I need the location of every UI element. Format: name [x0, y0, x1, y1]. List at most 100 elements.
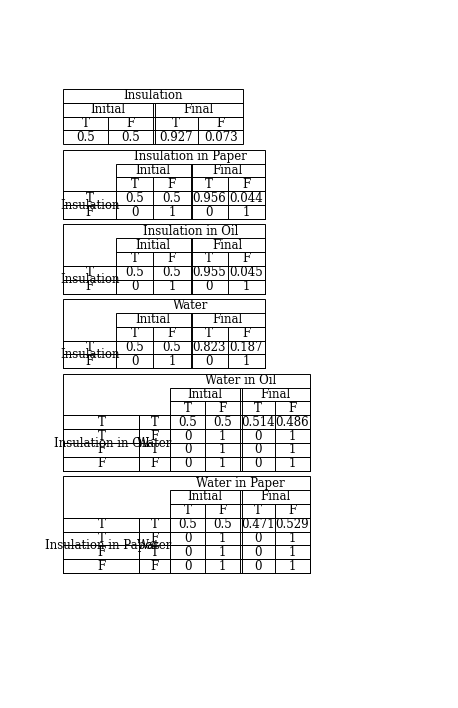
Text: Water: Water	[173, 299, 208, 312]
Text: 1: 1	[219, 560, 226, 573]
Bar	[64, 374, 310, 471]
Bar	[64, 266, 265, 280]
Text: 0.486: 0.486	[276, 416, 309, 429]
Bar	[64, 191, 116, 219]
Text: Insulation in Oil: Insulation in Oil	[54, 437, 149, 450]
Text: F: F	[151, 457, 159, 470]
Text: T: T	[205, 327, 213, 340]
Text: F: F	[86, 355, 94, 368]
Text: 0.5: 0.5	[76, 131, 95, 144]
Text: 0: 0	[131, 205, 138, 219]
Text: Water: Water	[137, 539, 173, 552]
Text: 0: 0	[184, 560, 191, 573]
Text: 0: 0	[254, 532, 262, 545]
Text: 0: 0	[184, 443, 191, 457]
Text: F: F	[151, 430, 159, 442]
Text: T: T	[151, 546, 159, 559]
Text: Water: Water	[137, 437, 173, 450]
Text: 0.5: 0.5	[179, 416, 197, 429]
Text: Insulation: Insulation	[60, 198, 120, 212]
Text: Insulation: Insulation	[60, 348, 120, 361]
Text: 0: 0	[254, 560, 262, 573]
Text: 1: 1	[219, 443, 226, 457]
Text: Final: Final	[213, 239, 243, 251]
Bar	[64, 205, 265, 219]
Text: Water in Oil: Water in Oil	[205, 374, 276, 387]
Text: 1: 1	[243, 355, 250, 368]
Bar	[170, 490, 310, 504]
Text: F: F	[218, 504, 227, 518]
Text: 0.5: 0.5	[125, 266, 144, 280]
Text: 0.5: 0.5	[163, 192, 181, 205]
Text: Initial: Initial	[188, 491, 223, 503]
Text: 0.5: 0.5	[121, 131, 140, 144]
Text: 0: 0	[205, 280, 213, 293]
Text: 0: 0	[184, 532, 191, 545]
Text: Insulation in Paper: Insulation in Paper	[134, 150, 247, 163]
Text: F: F	[168, 253, 176, 266]
Text: 1: 1	[168, 205, 175, 219]
Bar	[64, 341, 116, 368]
Text: T: T	[131, 178, 139, 190]
Text: 1: 1	[289, 430, 296, 442]
Text: Final: Final	[213, 314, 243, 326]
Bar	[64, 280, 265, 294]
Text: F: F	[127, 117, 135, 130]
Bar	[116, 280, 265, 294]
Text: 0.5: 0.5	[213, 518, 232, 531]
Text: T: T	[254, 402, 262, 415]
Bar	[64, 191, 265, 205]
Text: 0.5: 0.5	[125, 341, 144, 354]
Bar	[170, 387, 310, 401]
Text: F: F	[242, 178, 251, 190]
Text: Initial: Initial	[91, 103, 126, 116]
Bar	[64, 545, 310, 559]
Text: 0.529: 0.529	[276, 518, 309, 531]
Bar	[116, 178, 265, 191]
Text: 0.187: 0.187	[229, 341, 263, 354]
Bar	[64, 429, 310, 443]
Text: 1: 1	[289, 560, 296, 573]
Bar	[64, 149, 265, 219]
Bar	[116, 205, 265, 219]
Text: 1: 1	[219, 430, 226, 442]
Text: F: F	[97, 560, 105, 573]
Text: Initial: Initial	[136, 239, 171, 251]
Bar	[64, 117, 243, 130]
Text: T: T	[184, 504, 192, 518]
Text: 1: 1	[219, 457, 226, 470]
Text: T: T	[151, 416, 159, 429]
Bar	[170, 457, 310, 471]
Text: F: F	[86, 280, 94, 293]
Text: T: T	[151, 443, 159, 457]
Text: T: T	[254, 504, 262, 518]
Text: Water in Paper: Water in Paper	[196, 476, 284, 489]
Text: Initial: Initial	[136, 314, 171, 326]
Text: T: T	[86, 341, 94, 354]
Bar	[116, 326, 265, 341]
Text: Insulation: Insulation	[124, 89, 183, 102]
Text: 0: 0	[205, 355, 213, 368]
Bar	[64, 299, 265, 368]
Text: F: F	[151, 532, 159, 545]
Text: Insulation in Paper: Insulation in Paper	[45, 539, 158, 552]
Bar	[64, 416, 310, 429]
Bar	[64, 355, 265, 368]
Text: Final: Final	[213, 164, 243, 177]
Bar	[139, 416, 170, 471]
Bar	[64, 559, 310, 573]
Text: 1: 1	[168, 355, 175, 368]
Bar	[64, 476, 310, 573]
Bar	[64, 443, 310, 457]
Text: F: F	[289, 504, 297, 518]
Text: 1: 1	[289, 546, 296, 559]
Bar	[116, 355, 265, 368]
Text: F: F	[97, 546, 105, 559]
Text: Insulation in Oil: Insulation in Oil	[143, 224, 238, 238]
Text: T: T	[98, 532, 105, 545]
Text: T: T	[131, 327, 139, 340]
Text: F: F	[151, 560, 159, 573]
Text: 0.5: 0.5	[163, 266, 181, 280]
Bar	[116, 164, 265, 178]
Text: T: T	[172, 117, 180, 130]
